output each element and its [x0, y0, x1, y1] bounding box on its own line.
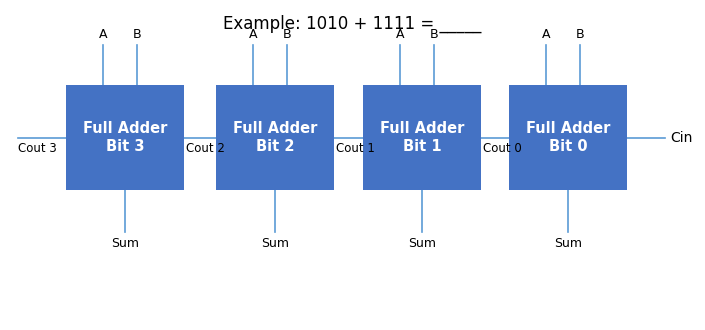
Text: Sum: Sum [111, 237, 139, 250]
Text: Cin: Cin [670, 130, 692, 145]
Text: Full Adder
Bit 2: Full Adder Bit 2 [233, 121, 317, 154]
Text: Full Adder
Bit 0: Full Adder Bit 0 [526, 121, 611, 154]
Text: B: B [576, 28, 584, 41]
Text: Cout 2: Cout 2 [186, 143, 225, 155]
Text: A: A [396, 28, 404, 41]
Text: Full Adder
Bit 1: Full Adder Bit 1 [380, 121, 464, 154]
Text: B: B [283, 28, 291, 41]
Text: Sum: Sum [554, 237, 582, 250]
FancyBboxPatch shape [509, 85, 627, 190]
Text: Cout 0: Cout 0 [483, 143, 522, 155]
Text: Sum: Sum [261, 237, 289, 250]
Text: Full Adder
Bit 3: Full Adder Bit 3 [82, 121, 167, 154]
Text: B: B [429, 28, 439, 41]
Text: A: A [99, 28, 107, 41]
Text: Cout 1: Cout 1 [336, 143, 375, 155]
Text: Cout 3: Cout 3 [18, 143, 56, 155]
Text: Example: 1010 + 1111 = _____: Example: 1010 + 1111 = _____ [223, 15, 482, 33]
Text: Sum: Sum [408, 237, 436, 250]
FancyBboxPatch shape [66, 85, 184, 190]
Text: A: A [249, 28, 257, 41]
FancyBboxPatch shape [363, 85, 481, 190]
Text: B: B [133, 28, 141, 41]
Text: A: A [541, 28, 550, 41]
FancyBboxPatch shape [216, 85, 334, 190]
